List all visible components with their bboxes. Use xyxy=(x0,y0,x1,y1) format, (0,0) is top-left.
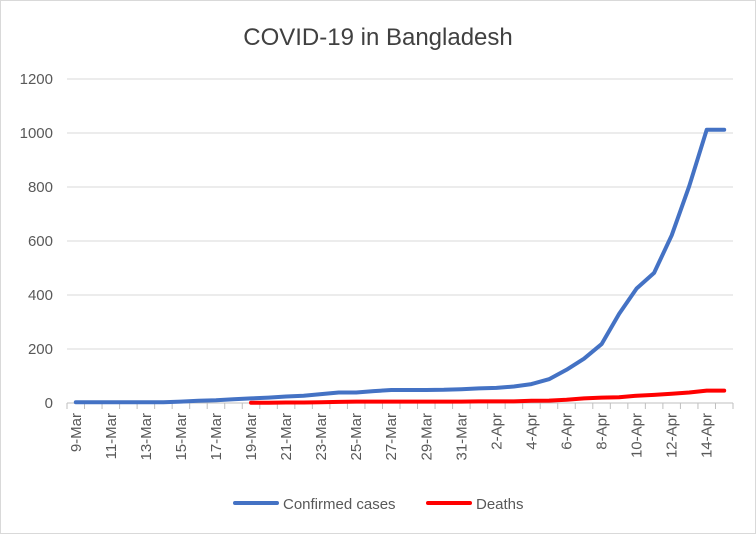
x-tick-label: 14-Apr xyxy=(699,413,716,458)
x-tick-label: 25-Mar xyxy=(348,413,365,461)
x-tick-label: 12-Apr xyxy=(664,413,681,458)
x-axis-ticks: 9-Mar 11-Mar 13-Mar 15-Mar 17-Mar 19-Mar 21-Ma… xyxy=(66,403,734,461)
x-tick-label: 17-Mar xyxy=(208,413,225,461)
x-tick-label: 6-Apr xyxy=(559,413,576,450)
x-tick-label: 23-Mar xyxy=(313,413,330,461)
x-tick-label: 19-Mar xyxy=(243,413,260,461)
y-tick-label: 800 xyxy=(28,179,53,196)
series-line-deaths xyxy=(249,388,727,405)
y-tick-label: 1000 xyxy=(20,125,53,142)
x-tick-label: 15-Mar xyxy=(173,413,190,461)
x-tick-label: 4-Apr xyxy=(523,413,540,450)
y-axis-tick-labels: 0 200 400 600 800 1000 1200 xyxy=(20,71,53,412)
legend-label-deaths: Deaths xyxy=(476,496,524,513)
x-tick-label: 10-Apr xyxy=(629,413,646,458)
x-tick-label: 29-Mar xyxy=(418,413,435,461)
chart-title: COVID-19 in Bangladesh xyxy=(243,24,512,51)
series-lines xyxy=(73,127,727,405)
y-tick-label: 400 xyxy=(28,287,53,304)
x-tick-label: 31-Mar xyxy=(453,413,470,461)
x-tick-label: 8-Apr xyxy=(594,413,611,450)
gridlines xyxy=(67,78,733,350)
x-tick-label: 11-Mar xyxy=(103,413,120,459)
series-line-confirmed-cases xyxy=(73,127,727,405)
y-tick-label: 1200 xyxy=(20,71,53,88)
x-tick-label: 2-Apr xyxy=(488,413,505,450)
y-tick-label: 200 xyxy=(28,341,53,358)
y-tick-label: 600 xyxy=(28,233,53,250)
x-tick-label: 21-Mar xyxy=(278,413,295,461)
legend-label-confirmed: Confirmed cases xyxy=(283,496,396,513)
x-tick-label: 27-Mar xyxy=(383,413,400,461)
x-tick-label: 13-Mar xyxy=(138,413,155,461)
x-tick-label: 9-Mar xyxy=(68,413,85,452)
legend: Confirmed cases Deaths xyxy=(233,496,524,513)
y-tick-label: 0 xyxy=(45,395,53,412)
